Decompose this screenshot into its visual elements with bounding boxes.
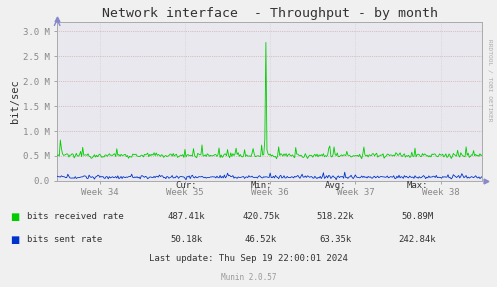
Text: 63.35k: 63.35k: [320, 235, 351, 244]
Text: bits sent rate: bits sent rate: [27, 235, 102, 244]
Text: RRDTOOL / TOBI OETIKER: RRDTOOL / TOBI OETIKER: [487, 39, 492, 122]
Text: ■: ■: [10, 235, 19, 245]
Text: Last update: Thu Sep 19 22:00:01 2024: Last update: Thu Sep 19 22:00:01 2024: [149, 254, 348, 263]
Text: Min:: Min:: [250, 181, 272, 190]
Text: Munin 2.0.57: Munin 2.0.57: [221, 273, 276, 282]
Title: Network interface  - Throughput - by month: Network interface - Throughput - by mont…: [101, 7, 438, 20]
Text: 420.75k: 420.75k: [242, 212, 280, 221]
Text: Max:: Max:: [407, 181, 428, 190]
Y-axis label: bit/sec: bit/sec: [10, 79, 20, 123]
Text: 518.22k: 518.22k: [317, 212, 354, 221]
Text: ■: ■: [10, 212, 19, 222]
Text: 487.41k: 487.41k: [167, 212, 205, 221]
Text: 50.18k: 50.18k: [170, 235, 202, 244]
Text: Cur:: Cur:: [175, 181, 197, 190]
Text: 242.84k: 242.84k: [399, 235, 436, 244]
Text: 50.89M: 50.89M: [402, 212, 433, 221]
Text: Avg:: Avg:: [325, 181, 346, 190]
Text: bits received rate: bits received rate: [27, 212, 124, 221]
Text: 46.52k: 46.52k: [245, 235, 277, 244]
